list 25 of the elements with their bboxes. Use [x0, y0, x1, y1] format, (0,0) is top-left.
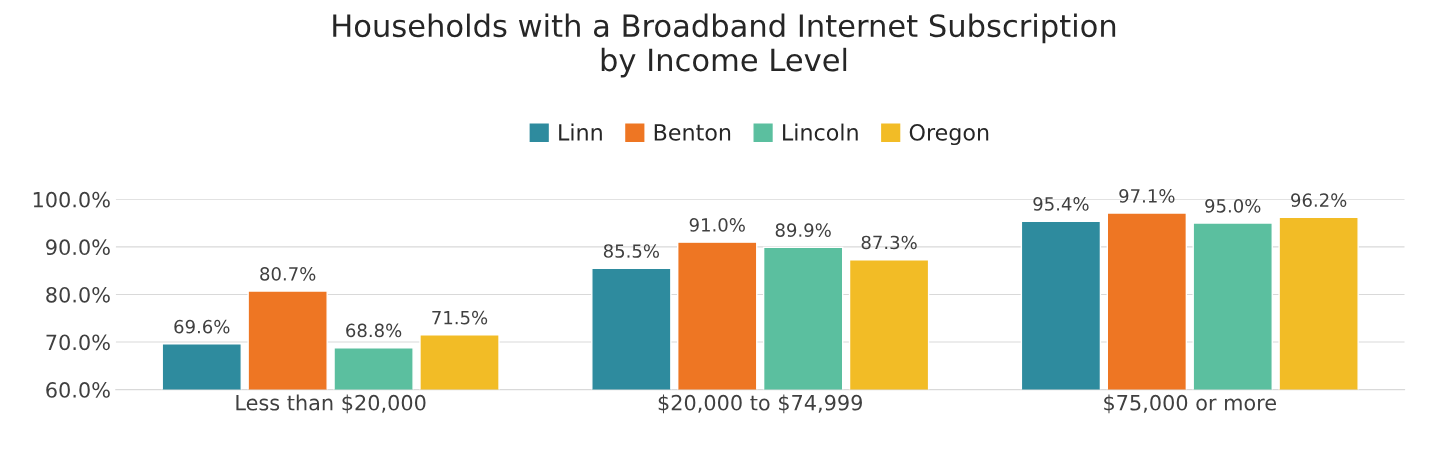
data-label: 80.7% — [260, 267, 316, 281]
x-tick-label: $20,000 to $74,999 — [658, 394, 862, 414]
data-label: 69.6% — [174, 319, 230, 334]
data-label: 95.4% — [1033, 197, 1089, 211]
legend-label: Linn — [559, 123, 602, 141]
legend-label: Benton — [654, 124, 731, 141]
y-tick-label: 60.0% — [46, 382, 110, 398]
data-label: 85.5% — [603, 244, 660, 258]
x-tick-label: $75,000 or more — [1104, 394, 1276, 414]
data-label: 71.5% — [432, 310, 488, 325]
y-tick-label: 90.0% — [46, 239, 110, 256]
data-label: 87.3% — [861, 235, 917, 250]
data-label: 95.0% — [1205, 199, 1261, 213]
data-label: 96.2% — [1291, 193, 1347, 207]
x-tick-label: Less than $20,000 — [236, 394, 426, 414]
data-label: 89.9% — [775, 223, 831, 237]
y-tick-label: 70.0% — [46, 334, 110, 351]
data-label: 91.0% — [689, 218, 745, 232]
data-label: 68.8% — [346, 323, 402, 338]
legend-label: Lincoln — [783, 123, 858, 141]
y-tick-label: 80.0% — [46, 286, 110, 303]
chart-title: Households with a Broadband Internet Subscription by Income Level — [333, 13, 1116, 78]
data-label: 97.1% — [1119, 189, 1175, 203]
legend-label: Oregon — [909, 123, 989, 146]
y-tick-label: 100.0% — [33, 191, 110, 208]
